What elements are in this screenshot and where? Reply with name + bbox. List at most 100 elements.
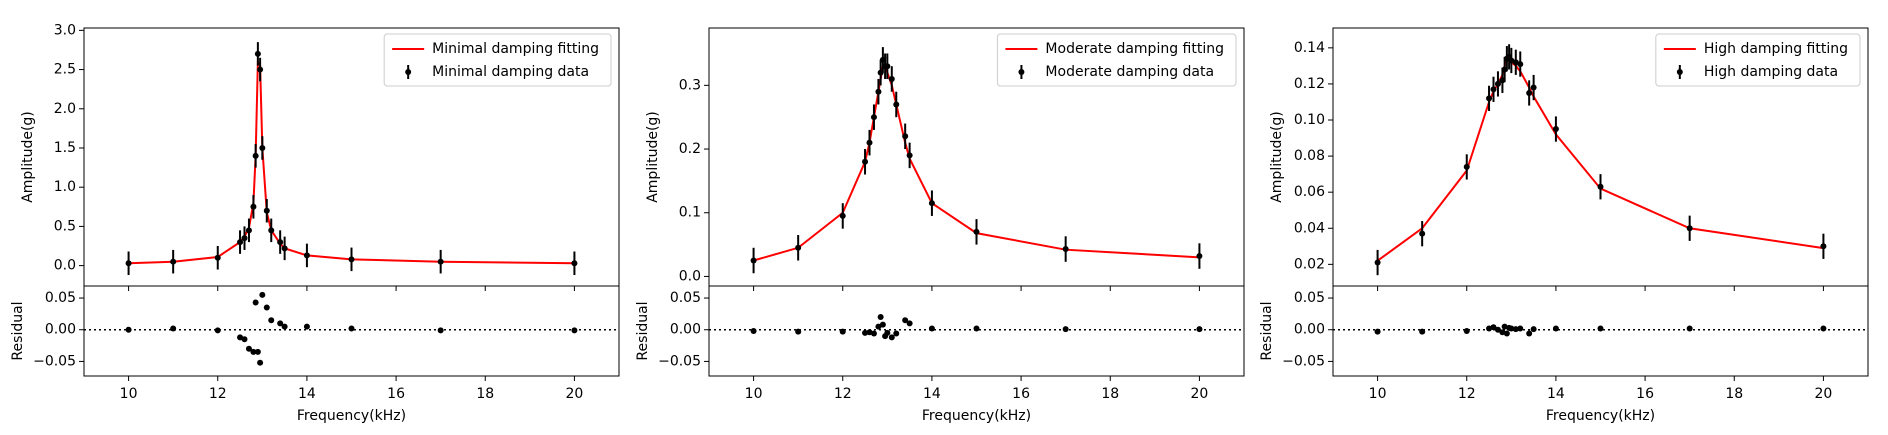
y-tick-label: 0.00: [1294, 322, 1325, 338]
data-point: [928, 200, 935, 207]
y-tick-label: 1.5: [54, 140, 76, 156]
data-point: [1597, 183, 1604, 190]
data-point: [254, 50, 261, 57]
legend-label: High damping data: [1704, 64, 1838, 80]
residual-point: [1374, 328, 1381, 335]
y-tick-label: 0.04: [1294, 220, 1325, 236]
y-tick-label: 0.12: [1294, 76, 1325, 92]
residual-point: [241, 336, 248, 343]
residual-point: [254, 348, 261, 355]
residual-point: [268, 317, 275, 324]
data-point: [277, 239, 284, 246]
legend: Minimal damping fitting Minimal damping d…: [383, 33, 612, 87]
data-point: [259, 144, 266, 151]
y-tick-label: 0.5: [54, 218, 76, 234]
residual-point: [1552, 325, 1559, 332]
legend-label: Minimal damping data: [432, 64, 589, 80]
residual-point: [1196, 326, 1203, 333]
y-axis-label: Residual: [1259, 301, 1275, 360]
data-point: [1486, 95, 1493, 102]
residual-point: [888, 334, 895, 341]
residual-point: [893, 330, 900, 337]
y-axis-label: Amplitude(g): [20, 111, 36, 203]
axes-frame: [1332, 285, 1869, 377]
residual-point: [750, 328, 757, 334]
legend: Moderate damping fitting Moderate damping…: [996, 33, 1237, 87]
data-point: [303, 252, 310, 259]
residual-point: [303, 323, 310, 330]
residual-point: [870, 330, 877, 337]
data-point: [257, 66, 264, 73]
legend: High damping fitting High damping data: [1655, 33, 1861, 87]
data-point: [1196, 253, 1203, 260]
data-point: [170, 258, 177, 265]
data-point: [237, 239, 244, 246]
residual-point: [170, 325, 177, 332]
residual-point: [795, 328, 802, 335]
residual-point: [862, 329, 869, 336]
axes-frame: [83, 285, 620, 377]
residual-point: [277, 320, 284, 327]
data-point: [1490, 86, 1497, 93]
residual-point: [1686, 325, 1693, 332]
x-tick-label: 12: [209, 386, 227, 402]
y-tick-label: −0.05: [658, 353, 701, 369]
residual-point: [1517, 325, 1524, 332]
data-point: [1062, 246, 1069, 253]
residual-point: [1597, 325, 1604, 332]
residual-point: [1490, 324, 1497, 331]
x-tick-label: 16: [1636, 386, 1654, 402]
y-tick-label: −0.05: [1282, 353, 1325, 369]
residual-point: [884, 329, 891, 336]
y-tick-label: 0.0: [679, 268, 701, 284]
data-point: [245, 227, 252, 234]
y-tick-label: 0.0: [54, 258, 76, 274]
data-point: [1463, 163, 1470, 170]
data-point: [888, 75, 895, 82]
legend-swatch: [405, 69, 412, 75]
residual-point: [250, 348, 257, 355]
y-tick-label: 3.0: [54, 22, 76, 38]
data-point: [893, 101, 900, 108]
residual-point: [1820, 325, 1827, 332]
data-point: [1526, 89, 1533, 96]
residual-point: [1419, 328, 1426, 335]
y-tick-label: 0.05: [1294, 290, 1325, 306]
residual-point: [257, 359, 264, 366]
x-tick-label: 16: [387, 386, 405, 402]
x-tick-label: 18: [476, 386, 494, 402]
x-tick-label: 10: [1369, 386, 1387, 402]
residual-point: [877, 314, 884, 321]
x-tick-label: 12: [834, 386, 852, 402]
x-tick-label: 20: [1815, 386, 1833, 402]
residual-point: [879, 321, 886, 328]
y-tick-label: 0.05: [670, 290, 701, 306]
residual-point: [839, 328, 846, 335]
data-point: [795, 244, 802, 251]
data-point: [268, 227, 275, 234]
x-axis-label: Frequency(kHz): [922, 408, 1031, 424]
data-point: [866, 139, 873, 146]
y-tick-label: 0.10: [1294, 112, 1325, 128]
data-point: [870, 114, 877, 121]
residual-point: [1526, 330, 1533, 337]
data-point: [263, 207, 270, 214]
residual-point: [906, 320, 913, 327]
data-point: [571, 260, 578, 267]
y-tick-label: 0.08: [1294, 148, 1325, 164]
x-axis-label: Frequency(kHz): [1546, 408, 1655, 424]
fit-line: [128, 58, 575, 265]
data-point: [214, 254, 221, 261]
x-tick-label: 16: [1012, 386, 1030, 402]
fit-line: [1376, 59, 1824, 262]
residual-point: [348, 325, 355, 332]
x-tick-label: 18: [1725, 386, 1743, 402]
residual-point: [1512, 326, 1519, 333]
residual-point: [1503, 330, 1510, 337]
axes-frame: [708, 285, 1245, 377]
data-point: [241, 235, 248, 242]
y-tick-label: 0.02: [1294, 256, 1325, 272]
data-point: [437, 258, 444, 265]
legend-box: [996, 33, 1237, 87]
residual-point: [125, 326, 132, 333]
